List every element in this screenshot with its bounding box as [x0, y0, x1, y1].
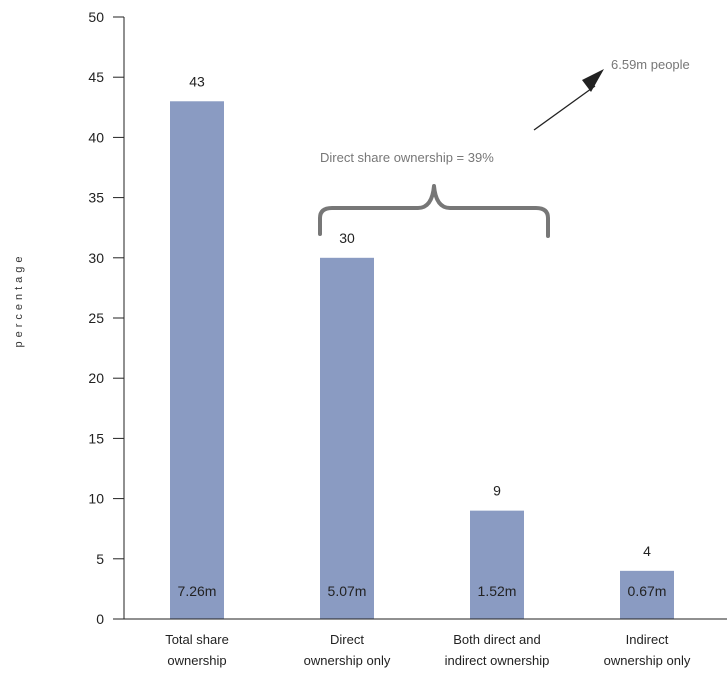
x-tick-label: ownership only: [304, 653, 391, 668]
people-annotation: 6.59m people: [611, 57, 690, 72]
value-label: 4: [643, 543, 651, 559]
y-tick-label: 35: [88, 190, 104, 206]
y-tick-label: 20: [88, 370, 104, 386]
bars: [170, 101, 674, 619]
x-tick-label: indirect ownership: [445, 653, 550, 668]
direct-share-brace: [318, 184, 550, 238]
bar: [620, 570, 674, 619]
y-tick-label: 15: [88, 430, 104, 446]
x-tick-label: ownership only: [604, 653, 691, 668]
value-label: 43: [189, 73, 205, 89]
y-tick-label: 45: [88, 69, 104, 85]
value-label: 9: [493, 483, 501, 499]
y-axis-label: percentage: [13, 252, 25, 347]
bar: [170, 101, 224, 619]
y-tick-label: 10: [88, 491, 104, 507]
people-arrow: [533, 85, 596, 131]
brace-annotation: Direct share ownership = 39%: [320, 150, 494, 165]
x-tick-label: Indirect: [626, 632, 669, 647]
y-tick-label: 25: [88, 310, 104, 326]
x-tick-label: ownership: [167, 653, 226, 668]
y-tick-label: 40: [88, 129, 104, 145]
y-tick-label: 5: [96, 551, 104, 567]
y-tick-label: 0: [96, 611, 104, 627]
people-count-label: 1.52m: [478, 583, 517, 599]
value-label: 30: [339, 230, 355, 246]
x-tick-label: Total share: [165, 632, 229, 647]
people-count-label: 7.26m: [178, 583, 217, 599]
x-tick-label: Direct: [330, 632, 364, 647]
y-tick-label: 50: [88, 9, 104, 25]
x-tick-label: Both direct and: [453, 632, 540, 647]
bar: [470, 510, 524, 619]
arrow-head-icon: [582, 69, 604, 92]
y-axis: 0 5 10 15 20 25 30 35 40 45 50: [88, 9, 125, 627]
bar-labels: 43 7.26m 30 5.07m 9 1.52m 4 0.67m: [178, 73, 667, 599]
y-tick-label: 30: [88, 250, 104, 266]
people-count-label: 0.67m: [628, 583, 667, 599]
bar: [320, 257, 374, 619]
people-count-label: 5.07m: [328, 583, 367, 599]
x-axis: Total share ownership Direct ownership only…: [124, 618, 727, 668]
